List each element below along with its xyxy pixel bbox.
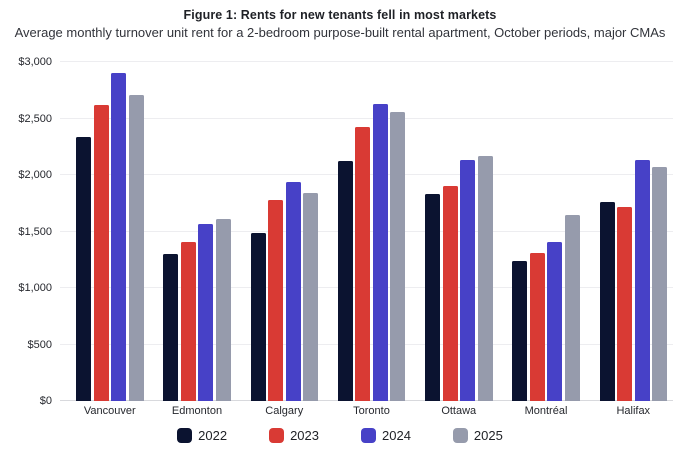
x-axis-label: Montréal — [524, 405, 568, 417]
legend-swatch-icon — [177, 428, 193, 443]
y-axis: $0 $500 $1,000 $1,500 $2,000 $2,500 $3,000 — [0, 56, 60, 407]
bar-2024-vancouver — [111, 73, 126, 401]
bar-2023-calgary — [268, 200, 283, 401]
legend-label: 2023 — [290, 428, 319, 443]
bar-group-ottawa: Ottawa — [425, 62, 493, 417]
bar-2024-calgary — [285, 182, 301, 401]
y-axis-label: $2,000 — [18, 169, 52, 181]
legend-label: 2022 — [198, 428, 228, 443]
bar-group-vancouver: Vancouver — [76, 62, 144, 417]
bar-2023-ottawa — [442, 185, 458, 401]
bars — [512, 62, 580, 401]
gridline — [60, 117, 673, 119]
legend-swatch-icon — [361, 428, 376, 443]
y-axis-label: $1,500 — [18, 225, 52, 238]
bar-2024-edmonton — [198, 224, 214, 401]
x-axis-label: Calgary — [265, 405, 304, 417]
x-axis-label: Halifax — [616, 405, 651, 417]
bars — [250, 62, 318, 401]
bar-2024-montréal — [547, 241, 563, 401]
bar-2025-halifax — [652, 166, 667, 401]
legend-item-2025: 2025 — [452, 428, 503, 443]
bar-2022-vancouver — [76, 136, 91, 401]
bar-group-toronto: Toronto — [337, 62, 406, 417]
bar-group-edmonton: Edmonton — [163, 62, 231, 417]
bars — [599, 62, 667, 401]
bar-2025-calgary — [303, 193, 318, 401]
bar-2025-ottawa — [477, 156, 493, 401]
bar-group-montréal: Montréal — [512, 62, 580, 417]
y-axis-label: $3,000 — [18, 56, 52, 68]
bar-2022-toronto — [337, 161, 353, 401]
bar-2025-montréal — [564, 215, 580, 401]
bar-2022-edmonton — [163, 254, 179, 401]
legend-label: 2025 — [473, 428, 503, 443]
y-axis-label: $1,000 — [18, 282, 52, 294]
bars — [76, 62, 144, 401]
legend: 2022 2023 2024 2025 — [0, 428, 680, 443]
bar-groups: Vancouver Edmonton Calgary Toronto Ottawa Mon… — [60, 62, 673, 417]
bar-2022-halifax — [599, 201, 615, 401]
legend-item-2024: 2024 — [361, 428, 411, 443]
x-axis-label: Vancouver — [83, 405, 136, 417]
bar-2023-toronto — [355, 126, 371, 401]
legend-label: 2024 — [382, 428, 411, 443]
bar-2024-ottawa — [460, 160, 475, 401]
legend-swatch-icon — [452, 428, 468, 443]
legend-item-2023: 2023 — [269, 428, 319, 443]
bar-2023-montréal — [529, 252, 545, 401]
bar-2022-calgary — [250, 233, 266, 401]
x-axis-label: Toronto — [353, 405, 390, 417]
bar-2022-montréal — [512, 261, 528, 401]
y-axis-label: $2,500 — [18, 112, 52, 125]
bars — [163, 62, 231, 401]
legend-swatch-icon — [269, 428, 285, 443]
bars — [425, 62, 493, 401]
bar-2025-toronto — [390, 111, 406, 401]
bar-2022-ottawa — [425, 194, 440, 401]
bar-2023-edmonton — [180, 242, 196, 401]
bar-2025-vancouver — [128, 94, 144, 401]
x-axis-label: Edmonton — [171, 405, 223, 417]
legend-item-2022: 2022 — [177, 428, 227, 443]
y-axis-label: $500 — [27, 338, 52, 351]
chart-subtitle: Average monthly turnover unit rent for a… — [14, 25, 666, 40]
gridline — [60, 61, 673, 62]
bar-group-halifax: Halifax — [599, 62, 667, 417]
bars — [337, 62, 406, 401]
bar-2024-halifax — [634, 159, 650, 401]
bar-2025-edmonton — [215, 219, 231, 401]
bar-chart: $0 $500 $1,000 $1,500 $2,000 $2,500 $3,000 Van… — [0, 56, 680, 417]
plot-area: Vancouver Edmonton Calgary Toronto Ottawa Mon… — [60, 61, 673, 417]
y-axis-label: $0 — [39, 395, 52, 407]
bar-2024-toronto — [372, 103, 388, 401]
chart-title: Figure 1: Rents for new tenants fell in … — [183, 8, 497, 22]
bar-group-calgary: Calgary — [250, 62, 318, 417]
bar-2023-halifax — [617, 207, 632, 401]
x-axis-label: Ottawa — [441, 405, 477, 417]
bar-2023-vancouver — [93, 104, 109, 401]
